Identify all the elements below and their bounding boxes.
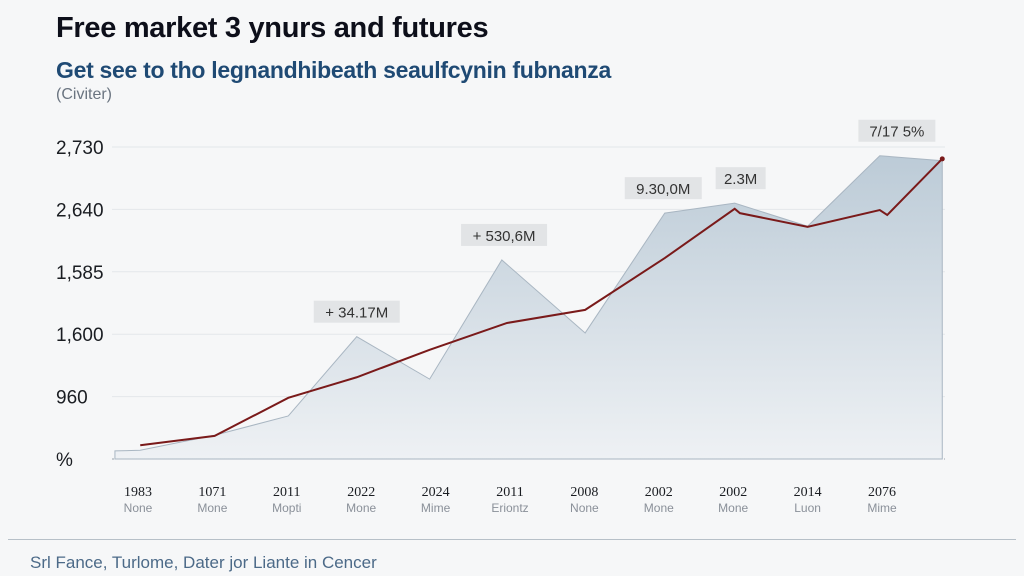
x-tick-year: 2008 xyxy=(570,485,598,500)
x-tick-sublabel: Mone xyxy=(197,501,227,515)
annotation-box xyxy=(313,300,400,323)
x-tick-year: 2024 xyxy=(422,485,450,500)
x-tick-year: 2076 xyxy=(868,485,896,500)
area-series xyxy=(114,155,943,460)
x-tick-year: 2022 xyxy=(347,485,375,500)
chart-title: Free market 3 ynurs and futures xyxy=(56,12,489,44)
x-tick-year: 2014 xyxy=(794,485,822,500)
x-tick-sublabel: Mone xyxy=(718,501,748,515)
x-tick-year: 1983 xyxy=(124,485,152,500)
x-tick-sublabel: None xyxy=(570,501,599,515)
x-tick-year: 2002 xyxy=(645,485,673,500)
x-tick-year: 1071 xyxy=(198,485,226,500)
x-tick-year: 2002 xyxy=(719,485,747,500)
x-tick-sublabel: Mopti xyxy=(272,501,301,515)
annotation-label: 9.30,0M xyxy=(636,181,690,198)
annotation-label: 2.3M xyxy=(724,171,757,188)
y-tick-label: 2,640 xyxy=(56,200,104,221)
x-tick-sublabel: Eriontz xyxy=(491,501,528,515)
annotation-box xyxy=(624,177,702,200)
y-tick-label: 2,730 xyxy=(56,138,104,159)
x-tick-sublabel: Luon xyxy=(794,501,821,515)
annotation-box xyxy=(461,223,548,246)
x-tick-sublabel: None xyxy=(124,501,153,515)
x-tick-year: 2011 xyxy=(273,485,300,500)
chart-subtitle: Get see to tho legnandhibeath seaulfcyni… xyxy=(56,57,611,83)
unit-label: (Civiter) xyxy=(56,86,112,103)
y-tick-label: 1,600 xyxy=(56,325,104,346)
line-point xyxy=(939,156,945,162)
x-tick-year: 2011 xyxy=(496,485,523,500)
annotation-label: + 34.17M xyxy=(325,305,388,322)
annotation-label: 7/17 5% xyxy=(869,124,924,141)
x-tick-sublabel: Mime xyxy=(867,501,897,515)
y-tick-label: 1,585 xyxy=(56,263,104,284)
y-tick-label: 960 xyxy=(56,388,88,409)
annotation-label: + 530,6M xyxy=(473,228,536,245)
line-series xyxy=(140,158,943,447)
x-tick-sublabel: Mone xyxy=(346,501,376,515)
y-tick-label: % xyxy=(56,450,73,471)
annotation-box xyxy=(858,119,936,142)
x-tick-sublabel: Mime xyxy=(421,501,451,515)
footer-source: Srl Fance, Turlome, Dater jor Liante in … xyxy=(30,553,377,572)
annotation-box xyxy=(715,167,766,190)
footer-divider xyxy=(8,539,1016,540)
x-tick-sublabel: Mone xyxy=(644,501,674,515)
chart-plot: % 960 1,600 1,585 2,640 2,730 + 34.17M + 530,6M… xyxy=(56,119,945,515)
